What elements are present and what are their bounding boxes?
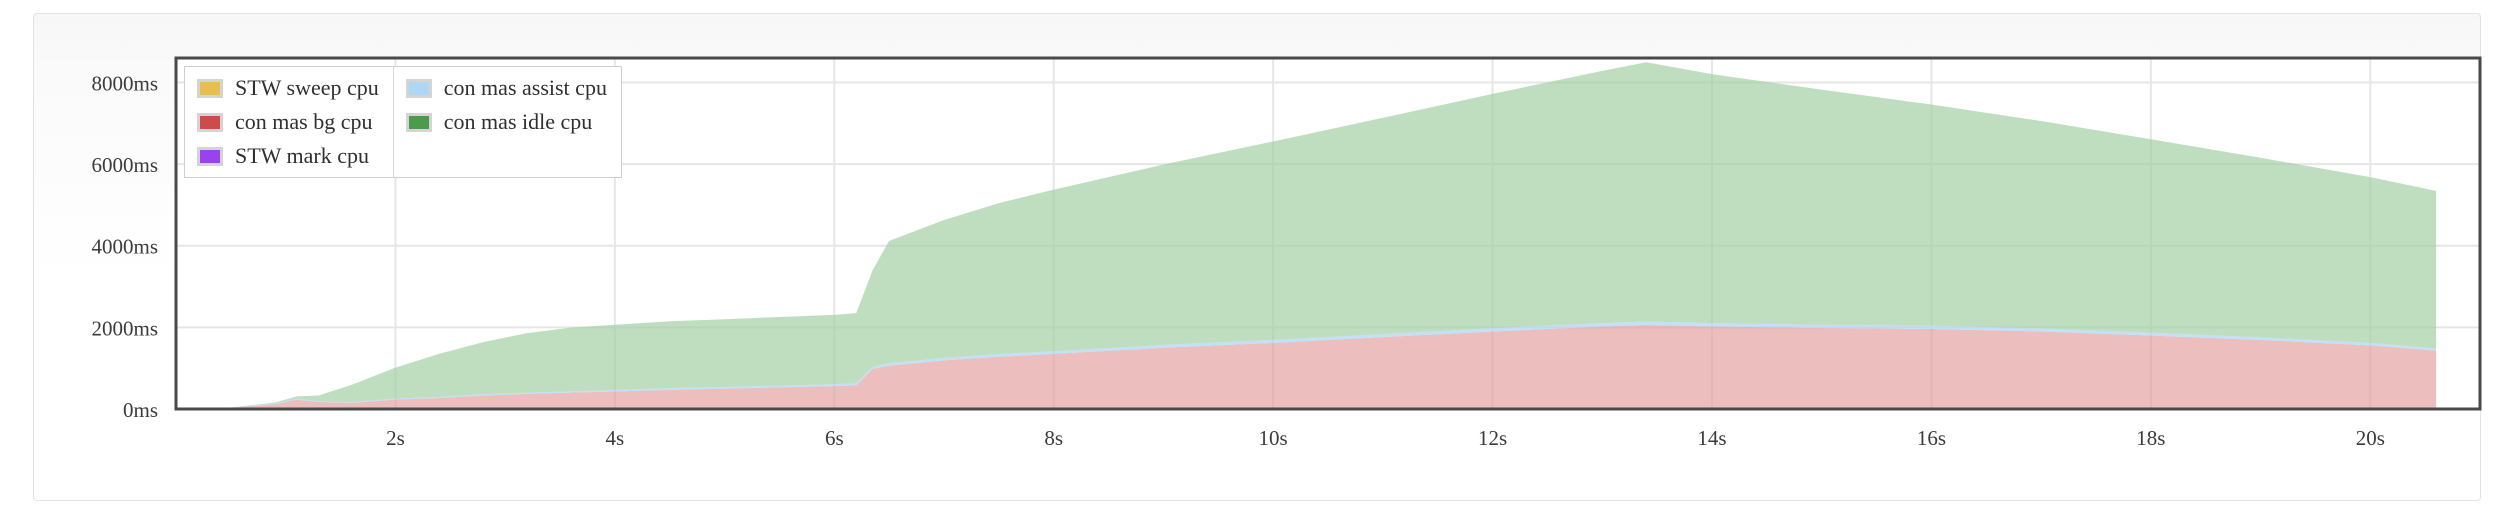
legend-swatch-icon <box>405 78 432 98</box>
x-tick-label: 8s <box>1044 426 1063 450</box>
y-tick-label: 0ms <box>123 398 158 422</box>
legend-item-stw-mark-cpu[interactable]: STW mark cpu <box>185 139 393 173</box>
x-tick-label: 12s <box>1478 426 1507 450</box>
legend-item-label: STW mark cpu <box>235 143 370 168</box>
plot-frame <box>174 56 2482 411</box>
stacked-area-series[interactable] <box>192 62 2437 410</box>
legend-swatch-icon <box>197 78 223 98</box>
legend-item-con-mas-bg-cpu[interactable]: con mas bg cpu <box>185 105 393 139</box>
legend-item-con-mas-assist-cpu[interactable]: con mas assist cpu <box>394 71 621 105</box>
legend-item-label: STW sweep cpu <box>235 75 379 100</box>
y-tick-label: 6000ms <box>91 153 158 177</box>
legend-item-label: con mas bg cpu <box>235 109 373 134</box>
x-tick-label: 10s <box>1259 426 1288 450</box>
x-tick-label: 18s <box>2136 426 2165 450</box>
area-series[interactable] <box>192 62 2437 410</box>
x-tick-label: 4s <box>606 426 625 450</box>
y-tick-label: 2000ms <box>91 316 158 340</box>
y-tick-label: 4000ms <box>91 235 158 259</box>
legend-item-stw-sweep-cpu[interactable]: STW sweep cpu <box>185 71 393 105</box>
x-tick-label: 16s <box>1917 426 1946 450</box>
legend-item-label: con mas assist cpu <box>443 75 607 100</box>
x-tick-label: 20s <box>2356 426 2385 450</box>
area-series[interactable] <box>192 321 2437 409</box>
legend-item-con-mas-idle-cpu[interactable]: con mas idle cpu <box>394 105 621 139</box>
x-axis-tick-labels: 2s 4s 6s 8s 10s 12s 14s 16s 18s 20s <box>386 426 2385 450</box>
legend-column-left: STW sweep cpu con mas bg cpu STW mark cp… <box>185 67 394 177</box>
legend-item-label: con mas idle cpu <box>443 109 593 134</box>
y-axis-tick-labels: 0ms 2000ms 4000ms 6000ms 8000ms <box>91 71 158 422</box>
area-series[interactable] <box>192 324 2437 409</box>
legend-swatch-icon <box>197 146 223 166</box>
y-tick-label: 8000ms <box>91 71 158 95</box>
x-tick-label: 14s <box>1697 426 1726 450</box>
x-tick-label: 6s <box>825 426 844 450</box>
x-tick-label: 2s <box>386 426 405 450</box>
legend-column-right: con mas assist cpu con mas idle cpu <box>394 67 621 177</box>
legend-swatch-icon <box>197 112 223 132</box>
chart-legend[interactable]: STW sweep cpu con mas bg cpu STW mark cp… <box>184 66 622 178</box>
legend-swatch-icon <box>405 112 432 132</box>
